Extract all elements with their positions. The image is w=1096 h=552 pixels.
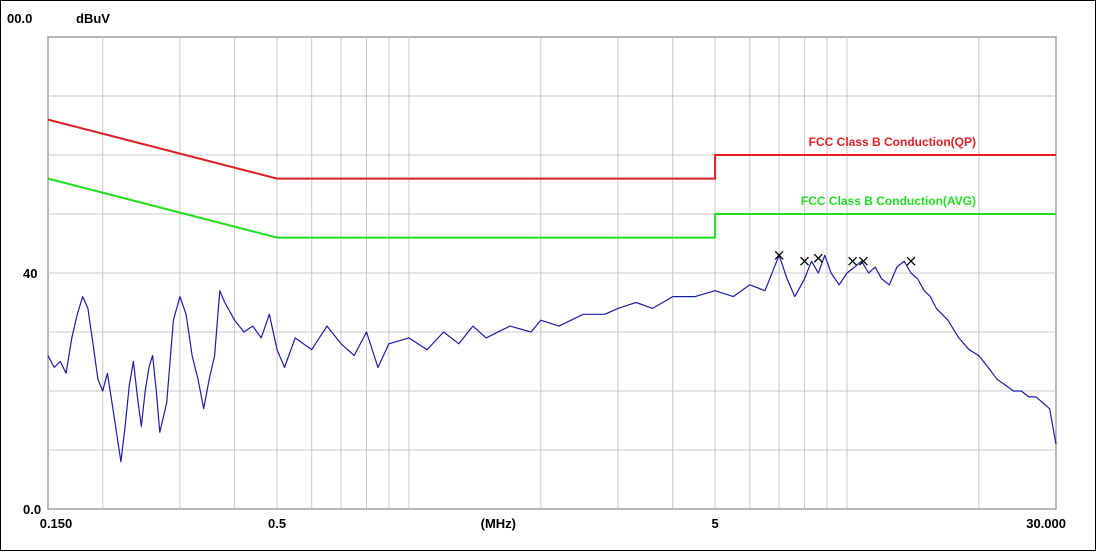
peak-marker	[848, 256, 858, 266]
marker-stroke	[813, 253, 823, 263]
axis-labels: 00.0 dBuV 40 0.00.150 0.5 5 30.000 (MHz)	[7, 11, 1066, 531]
limit-line-qp	[47, 118, 1056, 180]
chart-grid	[47, 36, 1057, 510]
marker-stroke	[848, 256, 858, 266]
peak-marker	[813, 253, 823, 263]
peak-marker	[800, 256, 809, 266]
peak-marker	[858, 256, 868, 266]
marker-stroke	[858, 256, 868, 266]
data-series	[47, 254, 1057, 463]
x-tick-label: 30.000	[1026, 516, 1066, 531]
y-tick-label: 0.0	[23, 502, 41, 517]
y-top-label: 00.0	[7, 11, 32, 26]
limit-line-avg	[47, 177, 1056, 239]
x-tick-label: 5	[712, 516, 719, 531]
marker-stroke	[774, 250, 784, 260]
limit-lines: FCC Class B Conduction(QP) FCC Class B Co…	[47, 118, 1056, 239]
y-unit-label: dBuV	[76, 11, 110, 26]
peak-marker	[774, 250, 784, 260]
x-tick-label: 0.5	[268, 516, 286, 531]
x-tick-label: 0.150	[40, 516, 73, 531]
limit-label-qp: FCC Class B Conduction(QP)	[809, 135, 976, 149]
measurement-trace	[47, 254, 1057, 463]
limit-label-avg: FCC Class B Conduction(AVG)	[801, 194, 976, 208]
peak-marker	[906, 256, 916, 266]
peak-markers	[774, 250, 916, 266]
y-tick-label: 40	[23, 266, 37, 281]
marker-stroke	[906, 256, 916, 266]
marker-stroke	[800, 256, 809, 266]
x-unit-label: (MHz)	[481, 516, 516, 531]
